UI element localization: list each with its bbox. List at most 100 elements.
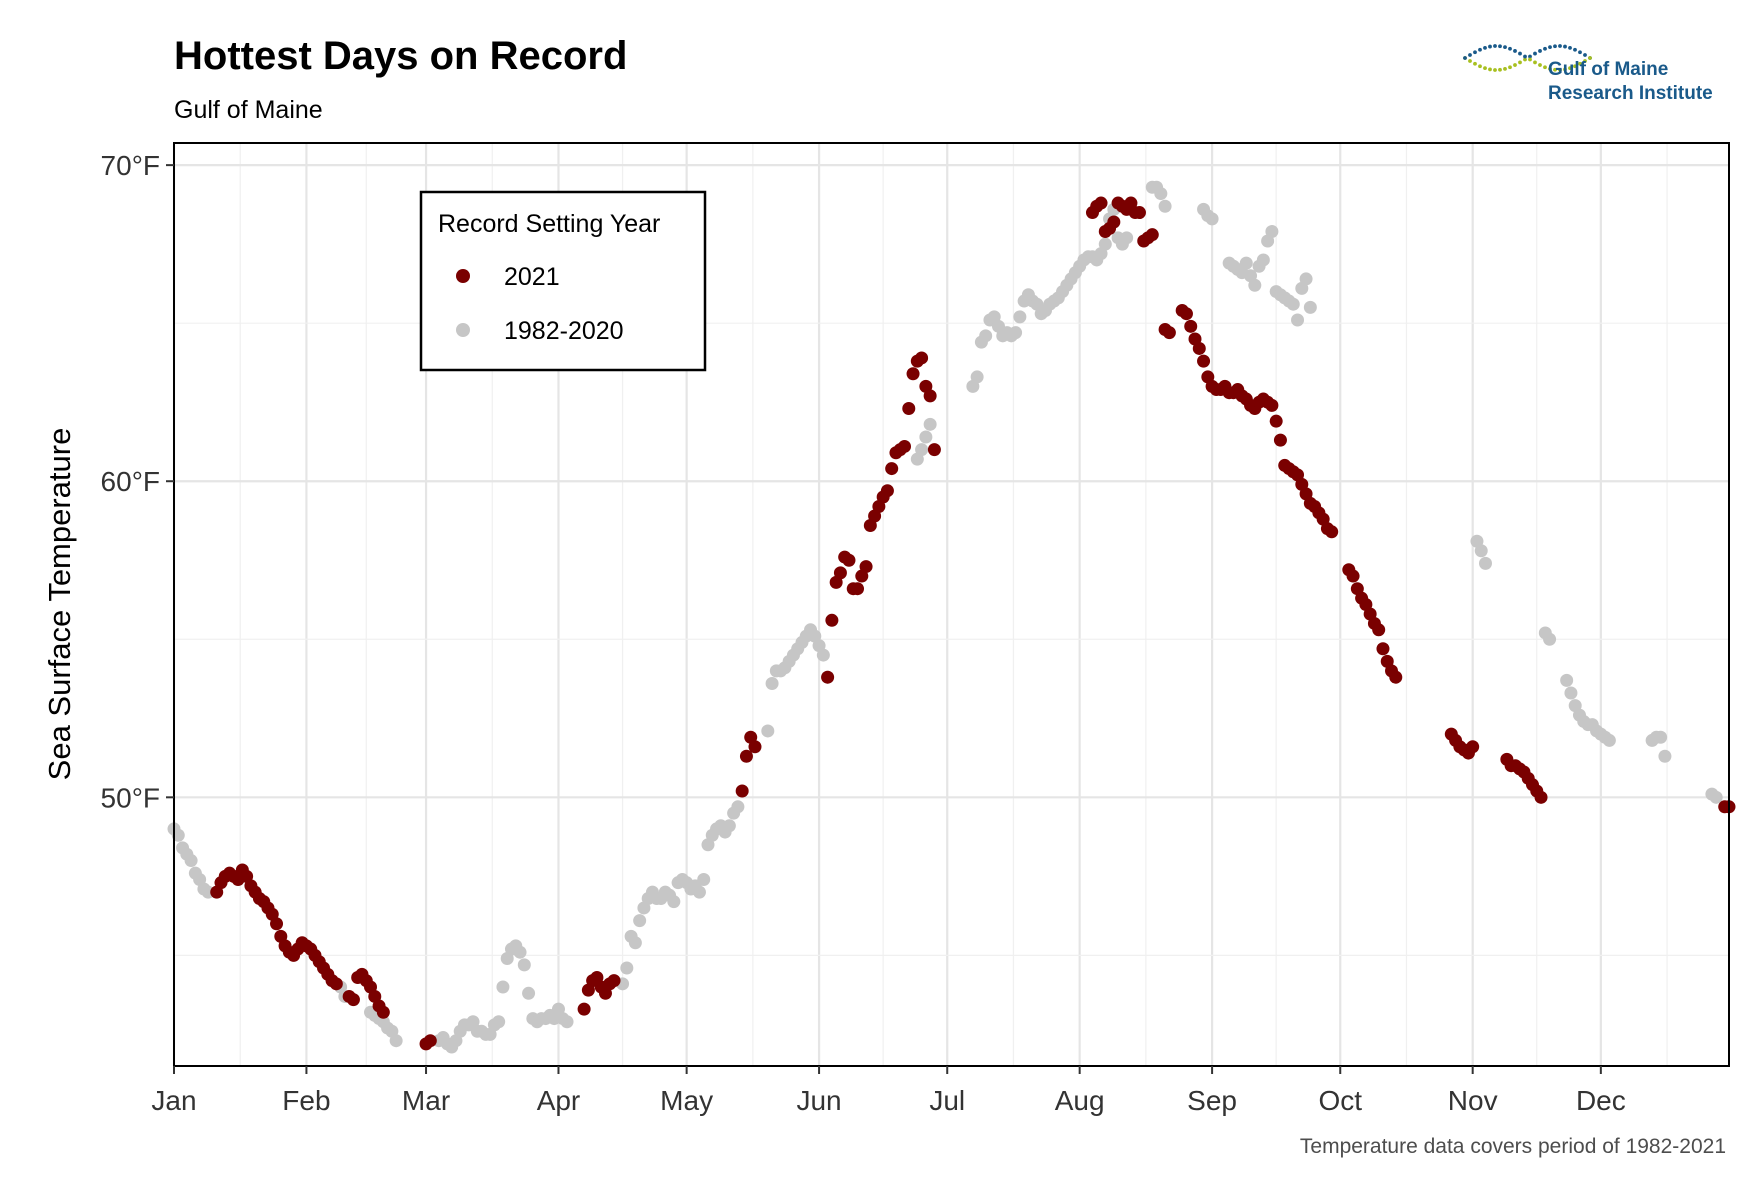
logo-dot bbox=[1478, 64, 1482, 69]
point-2021 bbox=[1179, 307, 1193, 321]
point-1982-2020 bbox=[1013, 310, 1027, 324]
point-1982-2020 bbox=[667, 895, 681, 909]
point-2021 bbox=[885, 462, 899, 476]
logo-dot bbox=[1483, 45, 1487, 50]
point-1982-2020 bbox=[513, 945, 527, 959]
point-1982-2020 bbox=[1009, 326, 1023, 340]
y-axis: 50°F 60°F 70°F bbox=[101, 150, 174, 813]
x-tick-label: Dec bbox=[1576, 1085, 1626, 1116]
logo-dot bbox=[1553, 67, 1557, 72]
logo-dot bbox=[1478, 47, 1482, 52]
point-1982-2020 bbox=[915, 443, 929, 457]
point-1982-2020 bbox=[560, 1015, 574, 1029]
logo-dot bbox=[1538, 49, 1542, 53]
logo-dot bbox=[1558, 44, 1562, 48]
point-1982-2020 bbox=[389, 1034, 403, 1048]
logo-dot bbox=[1573, 64, 1577, 69]
point-1982-2020 bbox=[1286, 297, 1300, 311]
point-2021 bbox=[825, 613, 839, 627]
legend-key-2021 bbox=[456, 269, 470, 283]
point-1982-2020 bbox=[1602, 733, 1616, 747]
logo-dot bbox=[1488, 67, 1492, 72]
plot-panel-border bbox=[173, 142, 1730, 1067]
point-2021 bbox=[1107, 215, 1121, 229]
point-2021 bbox=[1466, 740, 1480, 754]
logo-dot bbox=[1498, 67, 1502, 72]
point-1982-2020 bbox=[1291, 313, 1305, 327]
point-1982-2020 bbox=[1709, 790, 1723, 804]
point-1982-2020 bbox=[1265, 225, 1279, 239]
logo-dot bbox=[1543, 65, 1547, 70]
point-1982-2020 bbox=[633, 914, 647, 928]
logo-dot bbox=[1538, 63, 1542, 67]
point-2021 bbox=[1184, 319, 1198, 333]
point-1982-2020 bbox=[692, 885, 706, 899]
point-2021 bbox=[821, 670, 835, 684]
logo-dot bbox=[1473, 50, 1477, 55]
point-1982-2020 bbox=[620, 961, 634, 975]
point-1982-2020 bbox=[1560, 673, 1574, 687]
legend-label: 2021 bbox=[504, 263, 560, 291]
point-1982-2020 bbox=[517, 958, 531, 972]
logo-dot bbox=[1518, 60, 1522, 65]
point-1982-2020 bbox=[761, 724, 775, 738]
data-caption: Temperature data covers period of 1982-2… bbox=[1299, 1135, 1726, 1158]
point-1982-2020 bbox=[1248, 278, 1262, 292]
point-2021 bbox=[376, 1005, 390, 1019]
logo-dot bbox=[1513, 49, 1517, 53]
point-2021 bbox=[906, 367, 920, 381]
point-2021 bbox=[1273, 433, 1287, 447]
x-tick-label: Jun bbox=[796, 1085, 841, 1116]
logo-dot bbox=[1548, 45, 1552, 50]
x-tick-label: Mar bbox=[402, 1085, 450, 1116]
point-1982-2020 bbox=[765, 677, 779, 691]
logo-dot bbox=[1468, 53, 1472, 57]
legend-box bbox=[419, 190, 707, 372]
legend-title: Record Setting Year bbox=[438, 210, 660, 238]
point-2021 bbox=[842, 553, 856, 567]
point-1982-2020 bbox=[722, 819, 736, 833]
point-2021 bbox=[1162, 326, 1176, 340]
point-2021 bbox=[748, 740, 762, 754]
point-2021 bbox=[1094, 196, 1108, 210]
point-1982-2020 bbox=[697, 873, 711, 887]
point-2021 bbox=[1376, 642, 1390, 656]
logo-dot bbox=[1533, 60, 1537, 65]
point-1982-2020 bbox=[628, 936, 642, 950]
x-axis: Jan Feb Mar Apr May Jun Jul Aug Sep Oct Nov Dec bbox=[151, 1066, 1626, 1116]
legend-label: 1982-2020 bbox=[504, 317, 624, 345]
chart-subtitle: Gulf of Maine bbox=[174, 96, 323, 124]
grid-layer bbox=[172, 143, 1729, 1066]
point-1982-2020 bbox=[1564, 686, 1578, 700]
logo-dot bbox=[1518, 51, 1522, 56]
x-tick-label: Sep bbox=[1187, 1085, 1237, 1116]
logo-dot bbox=[1583, 59, 1587, 63]
point-2021 bbox=[1265, 398, 1279, 412]
point-2021 bbox=[423, 1034, 437, 1048]
logo-dot bbox=[1573, 47, 1577, 52]
logo-dot bbox=[1488, 44, 1492, 49]
point-2021 bbox=[739, 749, 753, 763]
point-2021 bbox=[1325, 525, 1339, 539]
logo-dot bbox=[1528, 57, 1532, 62]
logo-dot bbox=[1523, 54, 1527, 59]
x-tick-label: Feb bbox=[282, 1085, 330, 1116]
logo-dot bbox=[1498, 44, 1502, 49]
logo-dot bbox=[1493, 68, 1497, 72]
point-1982-2020 bbox=[1543, 632, 1557, 646]
point-1982-2020 bbox=[1120, 231, 1134, 245]
point-2021 bbox=[1145, 228, 1159, 242]
logo-dot bbox=[1473, 61, 1477, 66]
point-1982-2020 bbox=[1158, 199, 1172, 213]
point-2021 bbox=[1132, 206, 1146, 220]
point-1982-2020 bbox=[1303, 300, 1317, 314]
logo-dot bbox=[1503, 45, 1507, 50]
point-2021 bbox=[1346, 569, 1360, 583]
logo-dot bbox=[1503, 66, 1507, 71]
point-1982-2020 bbox=[1205, 212, 1219, 226]
logo-dot bbox=[1533, 51, 1537, 56]
point-1982-2020 bbox=[731, 800, 745, 814]
logo-wordmark: Gulf of Maine Research Institute bbox=[1548, 58, 1713, 106]
point-1982-2020 bbox=[979, 329, 993, 343]
